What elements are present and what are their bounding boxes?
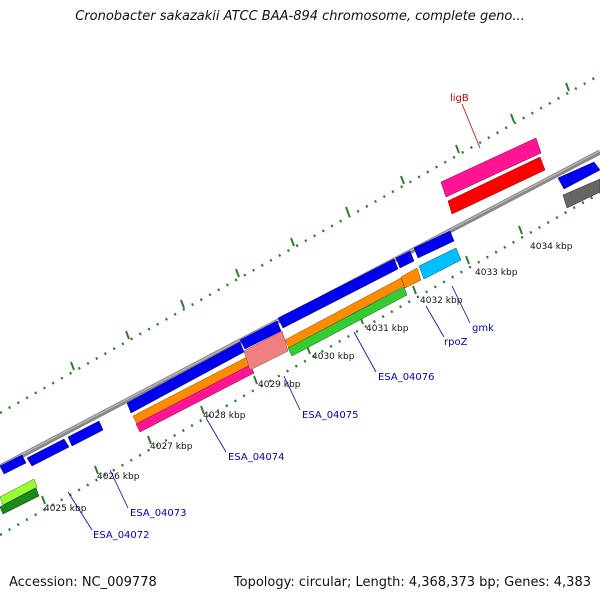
cds-arrow[interactable] [557, 161, 600, 190]
genome-summary-text: Topology: circular; Length: 4,368,373 bp… [233, 575, 591, 590]
gene-label-ligb: ligB [450, 93, 469, 104]
gene-label-gmk: gmk [472, 323, 494, 334]
gene-label-esa04072: ESA_04072 [93, 530, 150, 541]
cds-arrow[interactable] [239, 320, 282, 350]
gene-darkgreen[interactable] [0, 487, 40, 515]
kbp-label: 4027 kbp [150, 442, 193, 452]
accession-text: Accession: NC_009778 [9, 575, 157, 590]
gene-label-esa04073: ESA_04073 [130, 508, 187, 519]
cds-arrow[interactable] [126, 341, 245, 414]
gene-grey[interactable] [562, 178, 600, 209]
gene-gmk[interactable] [418, 247, 462, 280]
gene-label-esa04075: ESA_04075 [302, 410, 359, 421]
gene-esa04076-green[interactable] [287, 286, 408, 357]
cds-arrow[interactable] [67, 420, 104, 447]
kbp-label: 4025 kbp [44, 504, 87, 514]
gene-rpoz[interactable] [400, 267, 422, 289]
gene-label-rpoz: rpoZ [444, 337, 468, 348]
leader-lines [67, 103, 481, 531]
kbp-labels: 4025 kbp 4026 kbp 4027 kbp 4028 kbp 4029… [44, 242, 573, 514]
upper-major-ticks [70, 82, 570, 371]
cds-arrow[interactable] [277, 258, 399, 329]
kbp-label: 4030 kbp [312, 352, 355, 362]
map-title: Cronobacter sakazakii ATCC BAA-894 chrom… [75, 9, 525, 24]
gene-ligb[interactable] [440, 137, 542, 198]
gene-ligb-feature[interactable] [447, 156, 546, 215]
cds-arrow[interactable] [413, 230, 455, 259]
gene-feature-track [0, 137, 600, 515]
gene-label-esa04074: ESA_04074 [228, 452, 285, 463]
kbp-label: 4028 kbp [203, 411, 246, 421]
cds-arrow[interactable] [0, 454, 27, 475]
gene-esa04076-orange[interactable] [284, 277, 405, 349]
gene-label-esa04076: ESA_04076 [378, 372, 435, 383]
kbp-label: 4032 kbp [420, 296, 463, 306]
major-ticks [41, 225, 523, 505]
outer-dotted-scale [0, 73, 600, 415]
cds-arrow[interactable] [26, 438, 70, 467]
kbp-label: 4026 kbp [97, 472, 140, 482]
inner-dotted-scale [0, 191, 600, 537]
kbp-label: 4031 kbp [366, 324, 409, 334]
gene-esa04074-pink[interactable] [135, 364, 255, 433]
kbp-label: 4029 kbp [258, 380, 301, 390]
forward-cds-track [0, 161, 600, 475]
kbp-label: 4034 kbp [530, 242, 573, 252]
gene-esa04075-pink[interactable] [243, 330, 289, 371]
gene-labels: ESA_04072 ESA_04073 ESA_04074 ESA_04075 … [93, 93, 494, 541]
kbp-label: 4033 kbp [475, 268, 518, 278]
gene-lightgreen[interactable] [0, 478, 38, 506]
cds-arrow[interactable] [395, 250, 415, 269]
